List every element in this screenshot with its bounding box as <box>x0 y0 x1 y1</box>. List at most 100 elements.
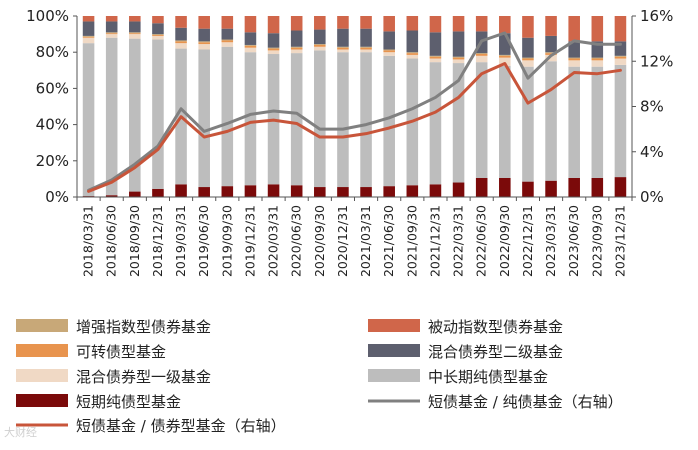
bar-segment-s5-13 <box>383 31 395 50</box>
bar-segment-s4-18 <box>499 54 511 56</box>
bar-segment-s1-15 <box>429 62 442 185</box>
bar-segment-s3-11 <box>337 47 349 50</box>
bar-segment-s6-15 <box>429 16 442 33</box>
bar-segment-s1-20 <box>545 61 557 181</box>
x-tick-label-12: 2021/03/31 <box>358 205 373 277</box>
bar-segment-s6-20 <box>545 16 557 36</box>
bar-segment-s5-15 <box>429 32 442 56</box>
bar-segment-s6-18 <box>499 16 511 34</box>
legend-label-5: 中长期纯债型基金 <box>428 368 548 386</box>
bar-segment-s4-20 <box>545 52 557 54</box>
bar-segment-s4-23 <box>614 55 627 57</box>
bar-segment-s0-23 <box>614 177 627 197</box>
bar-segment-s1-0 <box>82 43 95 197</box>
bar-segment-s2-3 <box>152 35 164 40</box>
bar-segment-s5-14 <box>406 30 419 53</box>
bar-segment-s6-8 <box>267 16 280 34</box>
bar-segment-s0-18 <box>499 178 511 197</box>
bar-segment-s1-22 <box>591 66 604 178</box>
bar-segment-s3-21 <box>568 58 580 61</box>
bar-segment-s6-12 <box>360 16 372 29</box>
x-tick-label-8: 2020/03/31 <box>266 205 281 277</box>
bar-segment-s4-9 <box>290 46 303 48</box>
bar-segment-s4-0 <box>82 35 95 37</box>
bar-segment-s2-0 <box>82 37 95 44</box>
legend-swatch-3 <box>368 344 420 357</box>
bar-segment-s5-20 <box>545 35 557 53</box>
left-tick-label-1: 20% <box>36 152 69 170</box>
legend-label-8: 短债基金 / 债券型基金（右轴） <box>76 417 286 435</box>
bar-segment-s2-14 <box>406 54 419 59</box>
legend-label-4: 混合债券型一级基金 <box>76 368 211 386</box>
left-tick-label-0: 0% <box>45 188 69 206</box>
bar-segment-s0-15 <box>429 184 442 197</box>
bar-segment-s3-14 <box>406 53 419 55</box>
bar-segment-s2-23 <box>614 58 627 65</box>
bar-segment-s5-21 <box>568 41 580 58</box>
bar-segment-s5-3 <box>152 23 164 35</box>
legend-label-2: 可转债型基金 <box>76 343 166 361</box>
right-tick-label-3: 12% <box>640 52 673 70</box>
bar-segment-s5-2 <box>129 21 141 33</box>
legend-swatch-1 <box>368 319 420 332</box>
left-tick-label-5: 100% <box>26 7 69 25</box>
legend-label-7: 短债基金 / 纯债基金（右轴） <box>428 393 623 411</box>
bar-segment-s4-11 <box>337 46 349 48</box>
bar-segment-s2-17 <box>475 55 488 63</box>
bar-segment-s3-0 <box>82 36 95 38</box>
bar-segment-s0-7 <box>244 185 257 197</box>
x-tick-label-4: 2019/03/31 <box>173 205 188 277</box>
bar-segment-s5-5 <box>198 28 210 42</box>
x-tick-label-13: 2021/06/30 <box>381 205 396 277</box>
bar-segment-s4-5 <box>198 41 210 43</box>
bar-segment-s0-13 <box>383 186 395 197</box>
bar-segment-s3-18 <box>499 55 511 58</box>
bar-segment-s1-12 <box>360 52 372 188</box>
bar-segment-s4-15 <box>429 55 442 57</box>
bar-segment-s6-17 <box>475 16 488 32</box>
bar-segment-s5-7 <box>244 32 257 45</box>
bar-segment-s2-6 <box>221 42 234 47</box>
bar-segment-s1-18 <box>499 65 511 178</box>
legend-swatch-5 <box>368 369 420 382</box>
bar-segment-s0-17 <box>475 178 488 197</box>
x-tick-label-19: 2022/12/31 <box>520 205 535 277</box>
bar-segment-s1-17 <box>475 62 488 178</box>
bar-segment-s3-6 <box>221 40 234 43</box>
bar-segment-s3-23 <box>614 56 627 59</box>
bar-segment-s2-21 <box>568 60 580 67</box>
bar-segment-s0-6 <box>221 186 234 197</box>
x-tick-label-15: 2021/12/31 <box>427 205 442 277</box>
bar-segment-s0-19 <box>522 181 534 197</box>
bar-segment-s1-11 <box>337 52 349 188</box>
bar-segment-s5-23 <box>614 41 627 56</box>
bar-segment-s0-12 <box>360 187 372 197</box>
bar-segment-s4-3 <box>152 34 164 36</box>
bar-segment-s0-4 <box>175 184 187 197</box>
bar-segment-s2-1 <box>105 34 118 38</box>
bar-segment-s6-22 <box>591 16 604 42</box>
bar-segment-s0-14 <box>406 185 419 197</box>
bar-segment-s6-1 <box>105 16 118 22</box>
bar-segment-s3-10 <box>314 44 326 47</box>
bar-segment-s5-8 <box>267 33 280 48</box>
bar-segment-s2-8 <box>267 50 280 55</box>
bar-segment-s0-10 <box>314 187 326 197</box>
bar-segment-s2-12 <box>360 49 372 53</box>
bar-segment-s3-16 <box>452 57 465 60</box>
bar-segment-s2-4 <box>175 43 187 49</box>
bar-segment-s2-10 <box>314 46 326 51</box>
bar-segment-s0-20 <box>545 180 557 197</box>
bar-segment-s4-10 <box>314 44 326 45</box>
bar-segment-s6-0 <box>82 16 95 22</box>
right-tick-label-0: 0% <box>640 188 664 206</box>
bar-segment-s6-16 <box>452 16 465 32</box>
bar-segment-s6-9 <box>290 16 303 31</box>
bar-segment-s4-19 <box>522 57 534 59</box>
bar-segment-s6-14 <box>406 16 419 31</box>
bar-segment-s4-1 <box>105 32 118 34</box>
bar-segment-s6-2 <box>129 16 141 22</box>
x-tick-label-5: 2019/06/30 <box>196 205 211 277</box>
bar-segment-s1-13 <box>383 55 395 187</box>
